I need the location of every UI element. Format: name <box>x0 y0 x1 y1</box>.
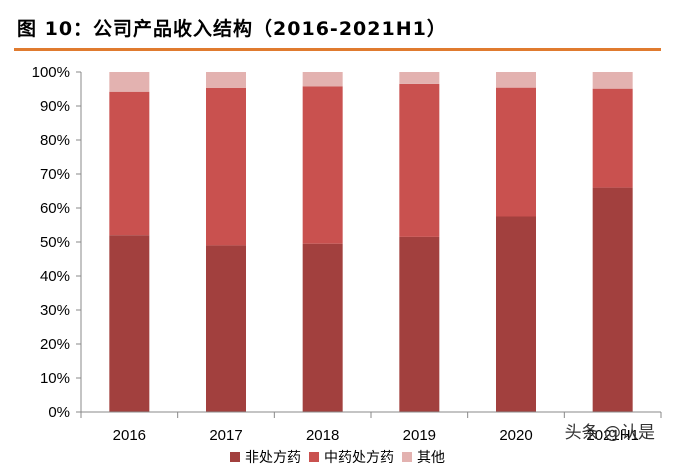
x-tick-label: 2020 <box>499 427 532 440</box>
bar-segment-2 <box>496 72 536 88</box>
bar-segment-2 <box>399 72 440 84</box>
bar-segment-1 <box>592 88 633 188</box>
legend-label-other: 其他 <box>417 450 445 466</box>
y-tick-label: 80% <box>40 132 70 149</box>
bar-segment-0 <box>592 187 633 412</box>
bar-segment-2 <box>206 72 246 88</box>
x-tick-label: 2017 <box>209 427 242 440</box>
y-tick-label: 70% <box>40 166 70 183</box>
legend-swatch-tcm-rx <box>309 452 319 462</box>
legend-item-tcm-rx: 中药处方药 <box>309 447 394 467</box>
bar-segment-0 <box>302 243 343 412</box>
legend-swatch-other <box>402 452 412 462</box>
title-rule <box>14 48 661 51</box>
bar-segment-1 <box>109 91 150 236</box>
bar-segment-0 <box>109 235 150 412</box>
x-tick-label: 2016 <box>113 427 146 440</box>
legend-label-tcm-rx: 中药处方药 <box>324 450 394 466</box>
bar-segment-1 <box>496 87 536 217</box>
stacked-bar-chart: 0% 10% 20% 30% 40% 50% 60% 70% 80% 90% 100% 2016 201… <box>32 64 662 440</box>
y-tick-label: 10% <box>40 370 70 387</box>
y-tick-label: 0% <box>48 404 70 421</box>
y-tick-label: 50% <box>40 234 70 251</box>
bar-segment-0 <box>206 245 246 412</box>
bar-segment-2 <box>302 72 343 87</box>
x-tick-label: 2021H1 <box>586 427 639 440</box>
y-tick-label: 100% <box>32 64 70 81</box>
legend-item-otc: 非处方药 <box>230 447 301 467</box>
figure-title: 图 10：公司产品收入结构（2016-2021H1） <box>17 18 447 40</box>
bar-segment-0 <box>496 216 536 412</box>
bar-segment-1 <box>206 87 246 246</box>
y-tick-label: 30% <box>40 302 70 319</box>
legend-label-otc: 非处方药 <box>245 450 301 466</box>
y-tick-label: 60% <box>40 200 70 217</box>
bar-segment-1 <box>399 83 440 237</box>
bar-segment-1 <box>302 86 343 244</box>
watermark: 头条 @认是 <box>564 423 655 443</box>
y-tick-label: 40% <box>40 268 70 285</box>
x-tick-label: 2018 <box>306 427 339 440</box>
y-tick-label: 90% <box>40 98 70 115</box>
x-tick-label: 2019 <box>403 427 436 440</box>
legend: 非处方药 中药处方药 其他 <box>0 447 675 467</box>
legend-swatch-otc <box>230 452 240 462</box>
bar-segment-2 <box>109 72 150 92</box>
bar-segment-2 <box>592 72 633 89</box>
y-tick-label: 20% <box>40 336 70 353</box>
bar-segment-0 <box>399 236 440 412</box>
legend-item-other: 其他 <box>402 447 445 467</box>
